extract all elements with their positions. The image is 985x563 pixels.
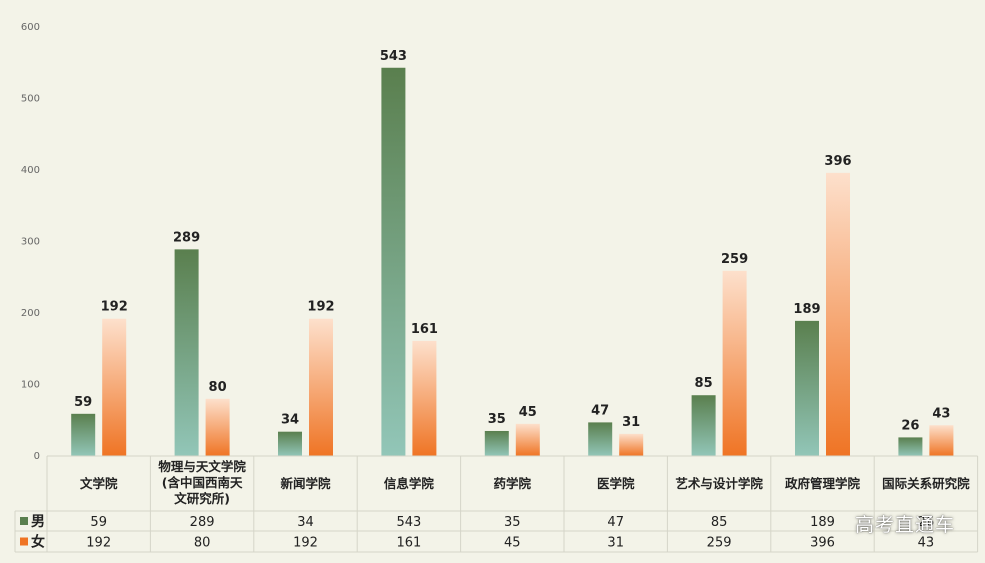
data-label-male: 34 [281,413,299,428]
bar-male [691,395,716,456]
table-cell-male: 85 [711,515,728,530]
bar-female [722,270,747,456]
y-axis: 0 100 200 300 400 500 600 [21,22,40,462]
category-label: 文学院 [80,476,118,491]
table-cell-female: 80 [194,536,211,551]
table-cell-female: 259 [707,536,732,551]
table-cell-female: 192 [86,536,111,551]
bar-female [929,425,954,456]
table-cell-female: 396 [810,536,835,551]
bar-male [484,430,509,456]
category-label: 信息学院 [384,476,435,491]
table-cell-male: 47 [607,515,624,530]
bar-male [588,422,613,456]
category-label: 艺术与设计学院 [675,476,763,491]
y-tick-label: 300 [21,237,40,248]
category-label: (含中国西南天 [162,475,243,490]
category-label: 物理与天文学院 [158,459,246,474]
bar-female [309,318,333,456]
category-label: 医学院 [597,476,635,491]
category-label: 文研究所) [174,491,230,506]
data-label-female: 31 [622,415,640,430]
bar-male [71,413,96,456]
data-label-female: 161 [411,322,438,337]
bar-female [102,318,127,456]
data-label-female: 396 [824,154,851,169]
data-label-male: 85 [695,376,713,391]
category-label: 政府管理学院 [785,476,861,491]
bar-female [205,398,230,456]
bar-female [412,340,437,456]
y-tick-label: 100 [21,380,40,391]
table-cell-female: 45 [504,536,521,551]
data-label-male: 543 [380,49,407,64]
category-label: 国际关系研究院 [882,476,970,491]
data-label-female: 192 [307,300,334,315]
y-tick-label: 500 [21,94,40,105]
y-tick-label: 0 [34,451,40,462]
category-label: 药学院 [494,476,532,491]
table-cell-male: 35 [504,515,521,530]
table-cell-male: 26 [918,515,935,530]
legend-swatch-male [20,517,28,525]
bar-female [515,423,540,456]
data-label-female: 80 [209,380,227,395]
bar-female [826,172,850,457]
data-label-female: 192 [101,300,128,315]
bar-male [898,437,923,456]
data-label-male: 59 [74,395,92,410]
data-label-male: 35 [488,412,506,427]
data-label-male: 289 [173,230,200,245]
data-label-female: 45 [519,405,537,420]
table-cell-female: 161 [396,536,421,551]
category-label: 新闻学院 [280,476,331,491]
y-tick-label: 400 [21,165,40,176]
data-label-male: 189 [793,302,820,317]
table-cell-female: 192 [293,536,318,551]
y-tick-label: 600 [21,22,40,33]
legend-label-female: 女 [31,534,45,551]
table-cell-female: 31 [607,536,624,551]
bar-male [381,67,406,456]
table-cell-male: 289 [190,515,215,530]
table-cell-male: 189 [810,515,835,530]
legend-label-male: 男 [31,514,45,530]
legend-swatch-female [20,537,28,546]
bar-male [795,320,819,456]
table-cell-male: 59 [90,515,107,530]
y-tick-label: 200 [21,308,40,319]
data-label-male: 47 [591,403,609,418]
data-label-female: 259 [721,252,748,267]
data-label-male: 26 [901,418,919,433]
table-cell-female: 43 [918,536,935,551]
bar-female [619,433,644,456]
watermark: 高考直通车 [854,514,955,536]
table-cell-male: 543 [396,515,421,530]
bars: 59 192 289 80 34 192 543 161 35 45 47 31 85 259 189 396… [71,49,954,457]
data-label-female: 43 [932,406,950,421]
bar-male [174,249,199,456]
bar-male [278,431,302,456]
table-cell-male: 34 [297,515,314,530]
